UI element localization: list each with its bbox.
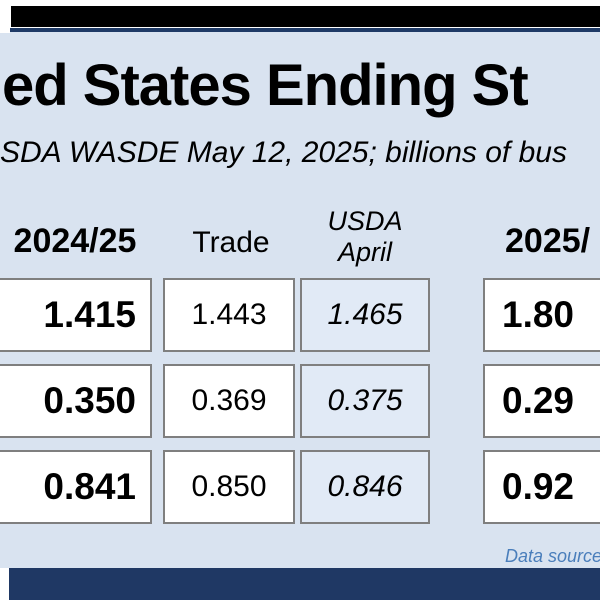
table-cell: 0.350 [0, 364, 152, 438]
table-cell: 1.465 [300, 278, 430, 352]
column-header-trade: Trade [192, 226, 270, 259]
column-header-2025-26: 2025/ [505, 222, 591, 260]
data-source-label: Data source [505, 546, 600, 566]
corner-patch [0, 0, 10, 33]
table-cell: 0.841 [0, 450, 152, 524]
table-cell: 1.415 [0, 278, 152, 352]
column-header-2024-25: 2024/25 [13, 222, 137, 260]
table-cell: 0.369 [163, 364, 295, 438]
table-cell: 0.375 [300, 364, 430, 438]
chart-title: ed States Ending St [2, 53, 529, 118]
table-cell: 0.850 [163, 450, 295, 524]
chart-subtitle: SDA WASDE May 12, 2025; billions of bus [0, 136, 567, 169]
bottom-footer-bar [9, 568, 600, 600]
top-window-bar [11, 6, 600, 27]
table-cell: 1.443 [163, 278, 295, 352]
table-cell: 0.846 [300, 450, 430, 524]
column-header-usda-line2: April [337, 237, 392, 267]
table-cell: 0.29 [483, 364, 600, 438]
table-cell: 0.92 [483, 450, 600, 524]
column-header-usda-line1: USDA [327, 206, 403, 236]
table-cell: 1.80 [483, 278, 600, 352]
column-header-usda-april: USDA April [300, 206, 430, 268]
